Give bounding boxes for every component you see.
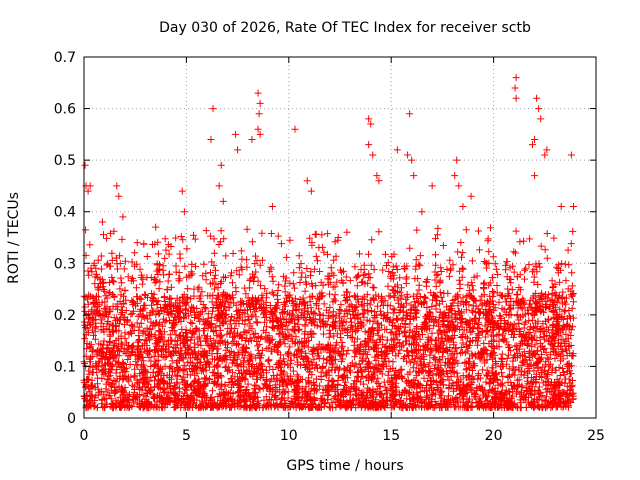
data-point — [215, 182, 223, 190]
data-point — [180, 208, 188, 216]
data-point — [207, 136, 215, 144]
x-tick-label: 15 — [382, 428, 400, 444]
data-point — [557, 203, 565, 211]
x-axis-label: GPS time / hours — [286, 458, 403, 474]
data-point — [219, 197, 227, 205]
y-tick-label: 0.5 — [54, 153, 76, 169]
data-point — [81, 161, 89, 169]
data-point — [410, 172, 418, 180]
data-point — [255, 110, 263, 118]
x-tick-label: 25 — [587, 428, 605, 444]
data-point — [428, 182, 436, 190]
data-point — [119, 213, 127, 221]
data-point — [512, 74, 520, 82]
data-point — [511, 84, 519, 92]
data-point — [256, 130, 264, 138]
data-point — [209, 105, 217, 113]
y-tick-label: 0 — [67, 411, 76, 427]
data-point — [254, 125, 262, 133]
x-tick-label: 0 — [80, 428, 89, 444]
data-point — [533, 94, 541, 102]
data-point — [98, 218, 106, 226]
data-point — [152, 223, 160, 231]
data-point — [369, 151, 377, 159]
data-point — [133, 239, 141, 247]
data-point — [529, 141, 537, 149]
data-point — [232, 130, 240, 138]
data-point — [467, 192, 475, 200]
data-point — [254, 89, 262, 97]
x-tick-label: 10 — [280, 428, 298, 444]
data-point — [512, 94, 520, 102]
y-axis-label: ROTI / TECUs — [6, 192, 22, 284]
data-point — [531, 136, 539, 144]
data-point — [393, 146, 401, 154]
plot-frame — [83, 56, 597, 419]
data-point — [537, 115, 545, 123]
data-point — [234, 146, 242, 154]
y-tick-label: 0.6 — [54, 102, 76, 118]
data-point — [418, 208, 426, 216]
data-point — [569, 203, 577, 211]
data-point — [307, 187, 315, 195]
data-point — [375, 177, 383, 185]
data-point — [408, 156, 416, 164]
data-point — [453, 156, 461, 164]
chart-title: Day 030 of 2026, Rate Of TEC Index for r… — [159, 20, 531, 36]
data-point — [541, 151, 549, 159]
data-point — [373, 172, 381, 180]
data-point — [268, 203, 276, 211]
data-point — [113, 182, 121, 190]
data-point — [115, 192, 123, 200]
data-point — [451, 172, 459, 180]
data-point — [217, 161, 225, 169]
data-point — [90, 259, 98, 267]
data-point — [303, 177, 311, 185]
data-point — [531, 172, 539, 180]
y-tick-label: 0.2 — [54, 308, 76, 324]
data-point — [455, 182, 463, 190]
y-tick-label: 0.1 — [54, 359, 76, 375]
data-point — [256, 99, 264, 107]
data-point — [365, 141, 373, 149]
data-point — [86, 182, 94, 190]
axis-ticks — [83, 56, 597, 419]
data-point — [84, 187, 92, 195]
data-point — [543, 146, 551, 154]
data-point — [535, 105, 543, 113]
data-point — [567, 151, 575, 159]
data-point — [178, 187, 186, 195]
y-tick-label: 0.4 — [54, 205, 76, 221]
data-point — [291, 125, 299, 133]
x-tick-label: 5 — [182, 428, 191, 444]
data-point-cloud — [80, 224, 577, 412]
data-point — [367, 120, 375, 128]
data-points — [80, 74, 577, 412]
data-point — [404, 151, 412, 159]
data-point — [459, 203, 467, 211]
x-tick-label: 20 — [485, 428, 503, 444]
y-tick-label: 0.3 — [54, 256, 76, 272]
data-point — [406, 110, 414, 118]
data-point — [365, 115, 373, 123]
y-tick-label: 0.7 — [54, 50, 76, 66]
data-point — [248, 136, 256, 144]
